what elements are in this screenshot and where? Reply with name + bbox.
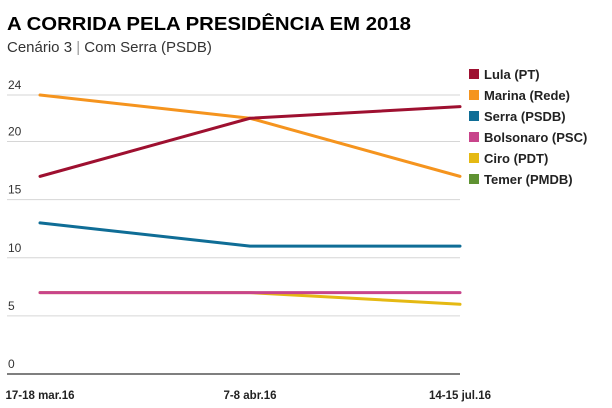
- y-tick-label: 10: [8, 241, 22, 255]
- series-line-lula-pt: [38, 105, 462, 178]
- legend-swatch: [469, 132, 479, 142]
- legend-item: Marina (Rede): [469, 88, 570, 103]
- x-tick-label: 17-18 mar.16: [5, 390, 74, 402]
- legend-label: Ciro (PDT): [484, 151, 548, 166]
- legend-item: Ciro (PDT): [469, 151, 548, 166]
- y-tick-label: 15: [8, 183, 22, 197]
- legend-item: Lula (PT): [469, 67, 540, 82]
- legend-swatch: [469, 90, 479, 100]
- y-tick-label: 5: [8, 299, 15, 313]
- series-line-ciro-pdt: [38, 291, 462, 306]
- series-line-serra-psdb: [38, 221, 462, 248]
- legend-item: Serra (PSDB): [469, 109, 566, 124]
- legend-swatch: [469, 153, 479, 163]
- y-axis-ticks: 0 5 10 15 20 24: [8, 78, 22, 371]
- legend-label: Marina (Rede): [484, 88, 570, 103]
- legend-swatch: [469, 111, 479, 121]
- y-tick-label: 20: [8, 125, 22, 139]
- subtitle-candidate: Com Serra (PSDB): [84, 39, 212, 56]
- legend: Lula (PT) Marina (Rede) Serra (PSDB) Bolson…: [469, 67, 587, 187]
- legend-label: Serra (PSDB): [484, 109, 566, 124]
- x-tick-label: 7-8 abr.16: [223, 390, 276, 402]
- gridlines: [7, 94, 460, 317]
- y-tick-label: 0: [8, 357, 15, 371]
- legend-swatch: [469, 174, 479, 184]
- subtitle-scenario: Cenário 3: [7, 39, 72, 56]
- legend-label: Bolsonaro (PSC): [484, 130, 587, 145]
- x-tick-label: 14-15 jul.16: [429, 390, 491, 402]
- chart-subtitle: Cenário 3 | Com Serra (PSDB): [7, 39, 212, 56]
- chart-title: A CORRIDA PELA PRESIDÊNCIA EM 2018: [7, 13, 411, 34]
- legend-item: Bolsonaro (PSC): [469, 130, 587, 145]
- x-axis-ticks: 17-18 mar.16 7-8 abr.16 14-15 jul.16: [5, 390, 491, 402]
- legend-label: Temer (PMDB): [484, 172, 573, 187]
- legend-swatch: [469, 69, 479, 79]
- subtitle-separator: |: [76, 39, 80, 56]
- legend-label: Lula (PT): [484, 67, 540, 82]
- series-lines: [38, 93, 462, 306]
- series-line-marina-rede: [38, 93, 462, 178]
- legend-item: Temer (PMDB): [469, 172, 573, 187]
- y-tick-label: 24: [8, 78, 22, 92]
